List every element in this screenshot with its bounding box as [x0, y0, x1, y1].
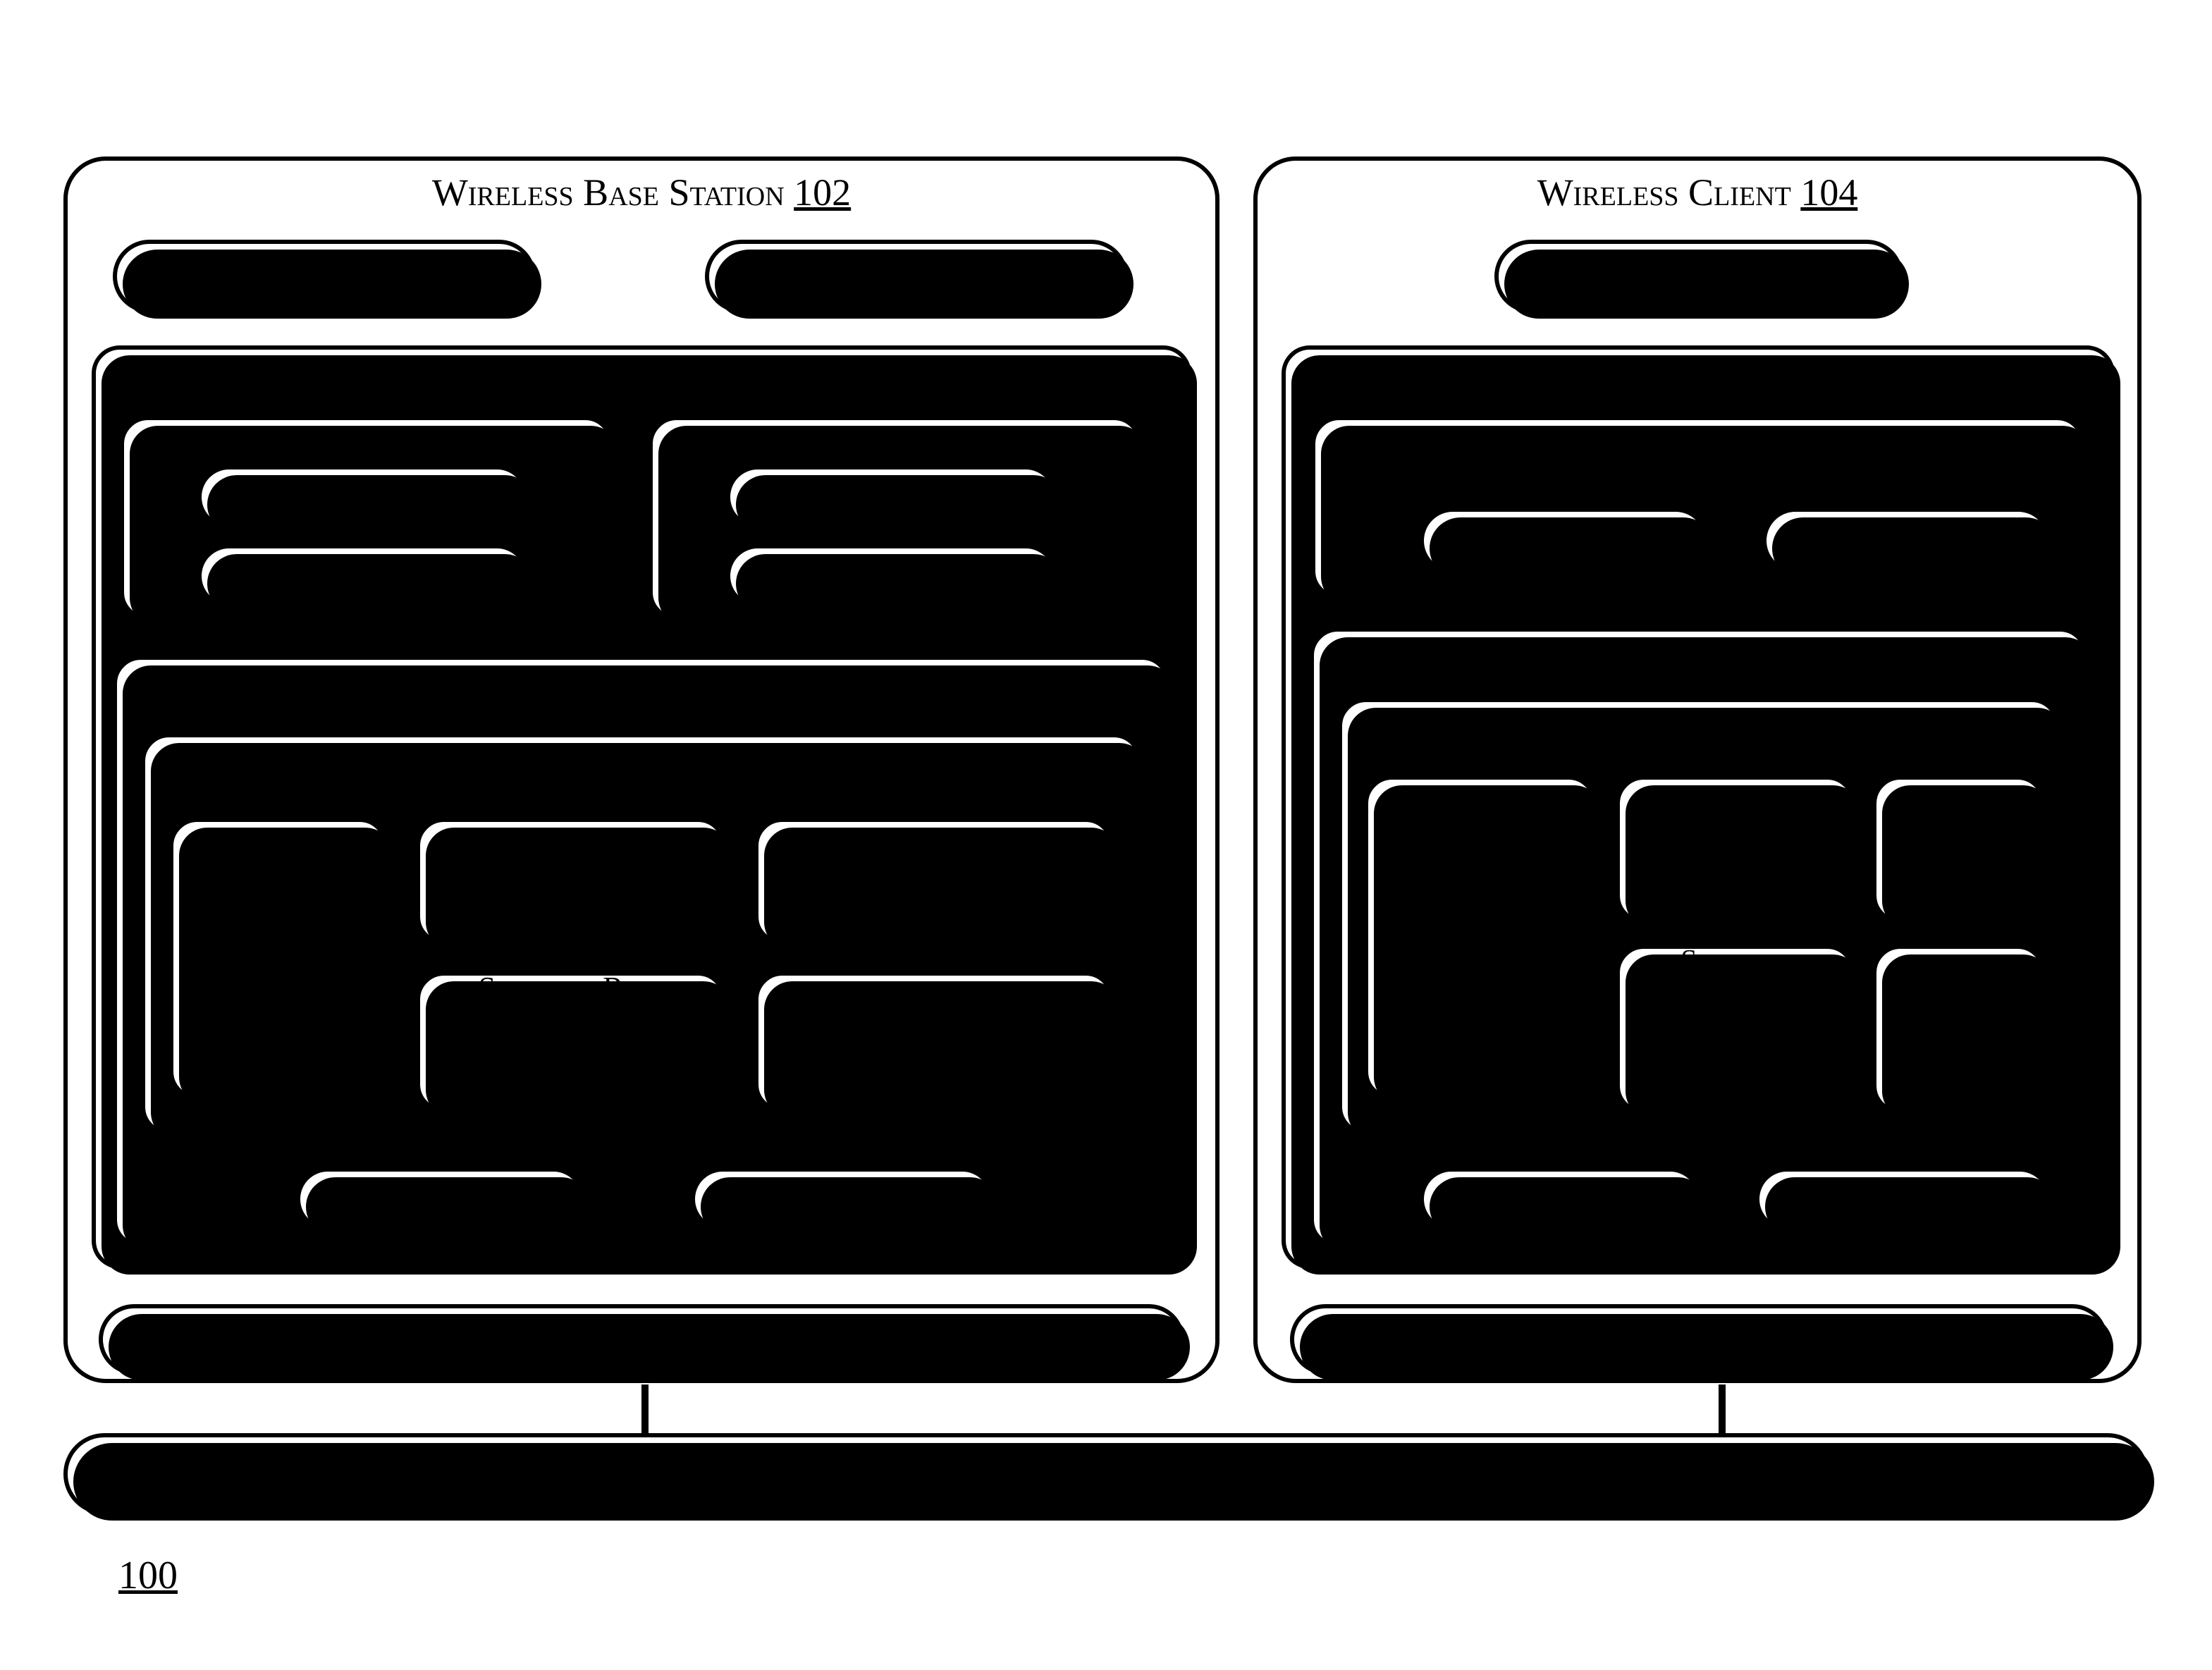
- connector-0: [641, 1384, 649, 1433]
- connector-1: [1719, 1384, 1726, 1433]
- figure-ref: 100: [118, 1553, 178, 1598]
